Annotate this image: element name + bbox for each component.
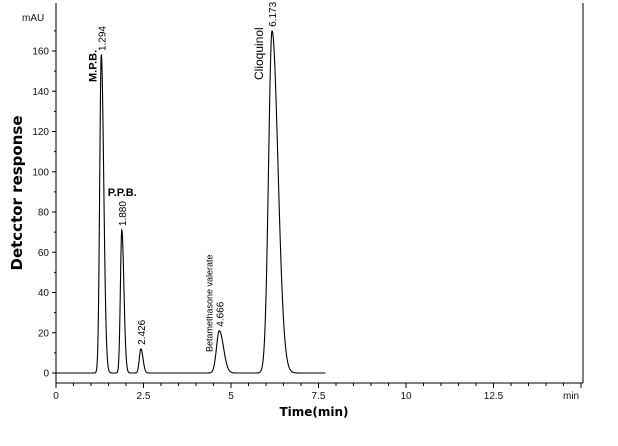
x-axis-title: Time(min) bbox=[279, 405, 348, 419]
x-tick-label: 7.5 bbox=[312, 391, 326, 402]
y-axis-title: Detcctor response bbox=[8, 116, 26, 271]
y-tick-label: 20 bbox=[38, 328, 50, 339]
x-axis: 0 2.5 5 7.5 10 12.5 bbox=[53, 3, 584, 402]
y-tick-label: 120 bbox=[32, 127, 49, 138]
peak-rt-label: 6.173 bbox=[268, 1, 279, 26]
peak-rt-label: 1.294 bbox=[97, 26, 108, 51]
y-tick-label: 140 bbox=[32, 87, 49, 98]
compound-label: Clioquinol bbox=[252, 27, 266, 80]
peak-rt-label: 1.880 bbox=[118, 201, 129, 226]
x-tick-label: 12.5 bbox=[484, 391, 504, 402]
x-unit-label: min bbox=[563, 391, 579, 402]
y-tick-label: 80 bbox=[38, 208, 50, 219]
compound-label: P.P.B. bbox=[108, 187, 137, 199]
y-tick-label: 60 bbox=[38, 248, 50, 259]
compound-label: Betamethasone valerate bbox=[204, 254, 214, 352]
y-unit-label: mAU bbox=[22, 13, 44, 24]
peak-rt-label: 4.666 bbox=[215, 301, 226, 326]
y-tick-label: 100 bbox=[32, 167, 49, 178]
x-tick-label: 0 bbox=[53, 391, 59, 402]
y-tick-label: 40 bbox=[38, 288, 50, 299]
y-axis: 0 20 40 60 80 100 120 140 160 bbox=[32, 3, 57, 383]
compound-label: M.P.B. bbox=[87, 50, 99, 82]
y-tick-label: 0 bbox=[43, 369, 49, 380]
y-tick-label: 160 bbox=[32, 47, 49, 58]
x-tick-label: 2.5 bbox=[137, 391, 151, 402]
x-tick-label: 5 bbox=[228, 391, 234, 402]
chromatogram-trace bbox=[56, 30, 326, 374]
peak-rt-label: 2.426 bbox=[137, 319, 148, 344]
x-tick-label: 10 bbox=[400, 391, 412, 402]
